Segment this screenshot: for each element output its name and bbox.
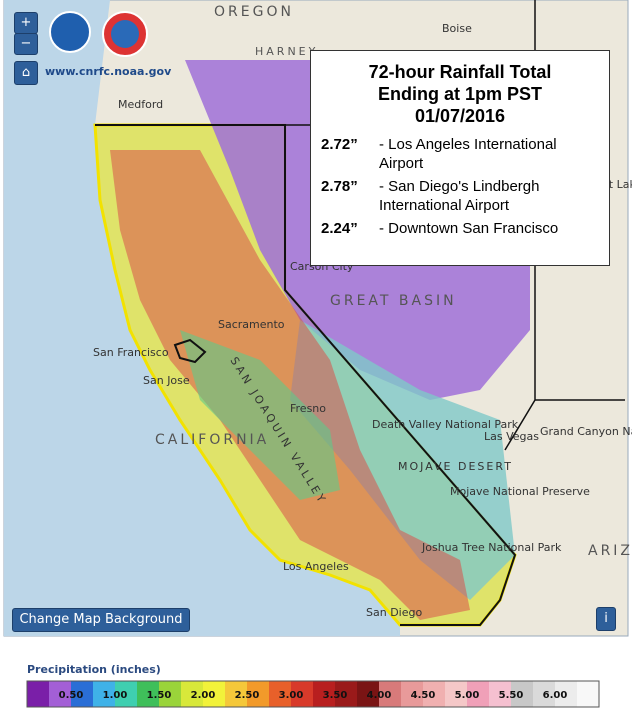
info-item-text: - Los Angeles International Airport — [379, 136, 557, 172]
info-button[interactable]: i — [596, 607, 616, 631]
info-title: 01/07/2016 — [414, 106, 506, 126]
legend-swatch — [247, 681, 269, 707]
map-label: Las Vegas — [484, 430, 539, 443]
legend-swatch — [313, 681, 335, 707]
legend-tick: 1.50 — [147, 690, 172, 701]
map-label: Fresno — [290, 402, 326, 415]
map-label: Mojave National Preserve — [450, 485, 590, 498]
legend-swatch — [335, 681, 357, 707]
legend-swatch — [423, 681, 445, 707]
legend-swatch — [137, 681, 159, 707]
map-label: Death Valley National Park — [372, 418, 519, 431]
map-label: GREAT BASIN — [330, 293, 457, 309]
info-item-value: 2.78” — [321, 178, 358, 195]
info-item-text: - San Diego's Lindbergh International Ai… — [379, 178, 540, 214]
legend-swatch — [533, 681, 555, 707]
map-label: San Jose — [143, 374, 190, 387]
info-title: Ending at 1pm PST — [377, 84, 542, 104]
legend: 0.50 1.00 1.50 2.00 2.50 3.00 3.50 4.00 4.50 5.00… — [26, 680, 600, 708]
legend-swatch — [555, 681, 577, 707]
legend-swatch — [71, 681, 93, 707]
legend-swatch — [467, 681, 489, 707]
legend-swatch — [489, 681, 511, 707]
rain-green — [180, 330, 340, 500]
legend-swatch — [203, 681, 225, 707]
noaa-logo — [49, 11, 91, 53]
map-label: Boise — [442, 22, 472, 35]
info-item: 2.78” - San Diego's Lindbergh Internation… — [321, 177, 599, 215]
legend-swatch — [291, 681, 313, 707]
home-button[interactable]: ⌂ — [14, 61, 38, 85]
legend-tick: 5.50 — [499, 690, 524, 701]
legend-swatch — [93, 681, 115, 707]
nws-logo-inner — [111, 20, 139, 48]
legend-swatch — [27, 681, 49, 707]
legend-tick: 2.00 — [191, 690, 216, 701]
legend-tick: 6.00 — [543, 690, 568, 701]
zoom-in[interactable]: + — [14, 12, 38, 34]
site-url: www.cnrfc.noaa.gov — [45, 65, 172, 78]
legend-swatch — [511, 681, 533, 707]
legend-tick: 5.00 — [455, 690, 480, 701]
info-box: 72-hour Rainfall Total Ending at 1pm PST… — [310, 50, 610, 266]
map-label: Los Angeles — [283, 560, 349, 573]
legend-swatch — [115, 681, 137, 707]
legend-tick: 3.00 — [279, 690, 304, 701]
ocean — [4, 0, 400, 636]
map-label: Joshua Tree National Park — [421, 541, 562, 554]
map-label: HARNEY — [255, 45, 318, 58]
rain-cyan — [290, 320, 515, 600]
info-items: 2.72” - Los Angeles International Airport… — [321, 135, 599, 238]
bay — [173, 338, 207, 364]
info-item: 2.72” - Los Angeles International Airport — [321, 135, 599, 173]
legend-swatch — [379, 681, 401, 707]
map-label: OREGON — [214, 4, 294, 20]
map-label: CALIFORNIA — [155, 432, 269, 448]
map-label: Medford — [118, 98, 163, 111]
legend-swatch — [357, 681, 379, 707]
legend-tick: 4.50 — [411, 690, 436, 701]
legend-border — [26, 680, 600, 708]
zoom-out[interactable]: − — [14, 33, 38, 55]
map-label: San Diego — [366, 606, 422, 619]
map-label: ARIZONA — [588, 543, 632, 559]
info-item: 2.24” - Downtown San Francisco — [321, 219, 599, 238]
info-item-value: 2.72” — [321, 136, 358, 153]
legend-swatch — [401, 681, 423, 707]
legend-tick: 2.50 — [235, 690, 260, 701]
legend-tick: 0.50 — [59, 690, 84, 701]
legend-tick: 4.00 — [367, 690, 392, 701]
map-label: Grand Canyon National Park — [540, 425, 632, 438]
legend-title: Precipitation (inches) — [27, 663, 161, 676]
legend-tick: 1.00 — [103, 690, 128, 701]
legend-swatch — [577, 681, 599, 707]
map-label: San Francisco — [93, 346, 169, 359]
legend-swatch — [159, 681, 181, 707]
legend-swatch — [181, 681, 203, 707]
legend-tick: 3.50 — [323, 690, 348, 701]
change-background[interactable]: Change Map Background — [12, 608, 190, 632]
legend-swatch — [445, 681, 467, 707]
legend-swatch — [269, 681, 291, 707]
info-item-value: 2.24” — [321, 220, 358, 237]
map-label: Sacramento — [218, 318, 285, 331]
map-label: MOJAVE DESERT — [398, 460, 513, 473]
info-item-text: - Downtown San Francisco — [379, 220, 559, 237]
info-title: 72-hour Rainfall Total — [368, 62, 552, 82]
legend-swatch — [49, 681, 71, 707]
rain-red — [110, 150, 470, 620]
legend-swatch — [225, 681, 247, 707]
